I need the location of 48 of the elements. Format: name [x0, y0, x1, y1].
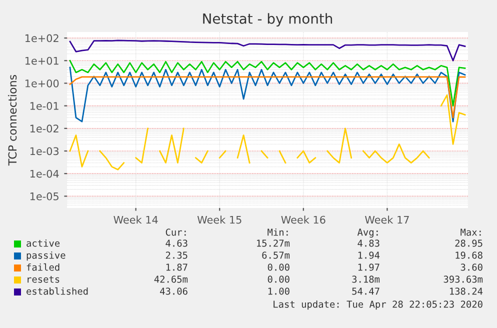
text: 6.57m	[262, 252, 290, 259]
text: 138.24	[450, 288, 483, 295]
text: 19.68	[456, 252, 482, 259]
y-axis-title: TCP connections	[8, 74, 17, 166]
text: 42.65m	[154, 276, 188, 283]
text: 54.47	[352, 288, 380, 295]
legend-label: failed	[26, 263, 60, 271]
text: Cur:	[166, 228, 186, 236]
y-tick-label: 1e-03	[30, 147, 59, 156]
text: Min:	[268, 228, 288, 236]
text: 0.00	[268, 264, 290, 271]
y-tick-label: 1e-01	[30, 102, 58, 110]
legend-label: active	[26, 239, 60, 247]
text: 393.63m	[444, 276, 483, 283]
text: Max:	[460, 228, 481, 236]
text: 3.18m	[352, 276, 380, 283]
text: 15.27m	[257, 240, 290, 247]
line-series	[69, 76, 466, 118]
y-tick-label: 1e-04	[30, 170, 59, 178]
text: 28.95	[455, 240, 482, 247]
text: 2.35	[166, 252, 188, 259]
x-tick-label: Week 16	[281, 216, 326, 224]
x-tick-label: Week 17	[364, 216, 409, 224]
legend-label: passive	[26, 251, 66, 261]
text: 4.63	[166, 240, 188, 247]
text: Last update: Tue Apr 28 22:05:23 2020	[274, 300, 482, 310]
legend-label: established	[26, 287, 88, 295]
x-tick-label: Week 14	[114, 216, 158, 224]
line-series	[69, 60, 466, 107]
line-series	[69, 40, 466, 62]
y-tick-label: 1e+02	[25, 34, 58, 42]
text: 0.00	[268, 276, 290, 283]
y-tick-label: 1e+00	[25, 79, 59, 88]
line-series	[69, 66, 466, 122]
legend-label: resets	[28, 276, 60, 283]
y-tick-label: 1e-05	[30, 192, 58, 200]
chart-title: Netstat - by month	[203, 13, 332, 27]
text: Avg:	[357, 228, 378, 238]
text: 1.97	[358, 264, 380, 271]
text: 3.60	[460, 264, 482, 271]
text: 1.94	[358, 252, 380, 259]
text: 4.83	[358, 240, 380, 247]
y-tick-label: 1e-02	[30, 124, 58, 133]
text: 1.87	[166, 264, 188, 271]
x-tick-label: Week 15	[197, 216, 242, 224]
text: 43.06	[160, 288, 188, 295]
y-tick-label: 1e+01	[25, 56, 58, 65]
text: 1.00	[268, 288, 290, 295]
